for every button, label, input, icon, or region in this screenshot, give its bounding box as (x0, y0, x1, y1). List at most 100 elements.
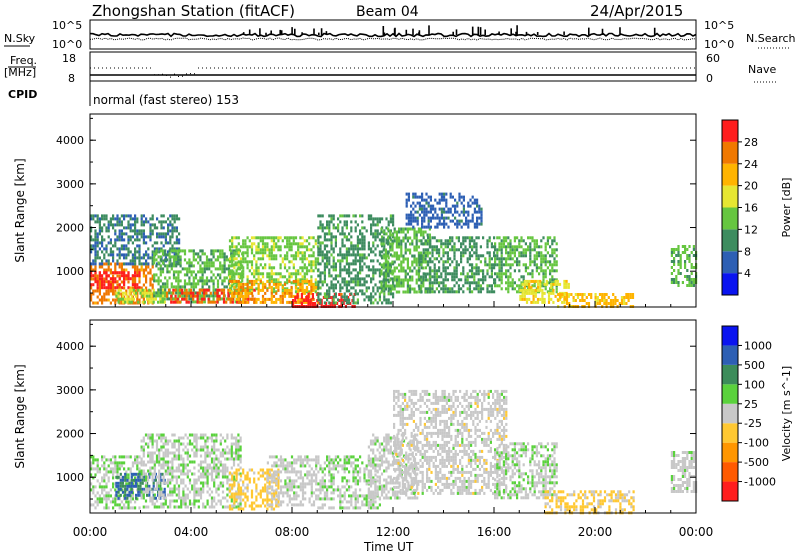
heatmap-cell (424, 251, 427, 255)
heatmap-cell (347, 296, 350, 299)
heatmap-cell (417, 230, 420, 234)
heatmap-cell (345, 253, 348, 257)
nsearch-trace (89, 37, 697, 41)
heatmap-cell (264, 248, 267, 252)
heatmap-cell (216, 291, 219, 295)
heatmap-cell (418, 239, 421, 243)
heatmap-cell (140, 460, 143, 464)
heatmap-cell (352, 253, 355, 257)
heatmap-cell (389, 292, 392, 296)
heatmap-cell (427, 201, 430, 205)
heatmap-cell (231, 254, 234, 258)
heatmap-cell (337, 223, 340, 227)
heatmap-cell (145, 253, 148, 257)
heatmap-cell (208, 279, 211, 283)
heatmap-cell (221, 264, 224, 268)
heatmap-cell (675, 278, 678, 281)
heatmap-cell (182, 493, 185, 497)
heatmap-cell (528, 291, 531, 295)
heatmap-cell (109, 223, 112, 227)
heatmap-cell (314, 290, 317, 294)
heatmap-cell (190, 273, 193, 277)
heatmap-cell (348, 298, 351, 302)
heatmap-cell (359, 289, 362, 293)
heatmap-cell (365, 295, 368, 299)
heatmap-cell (598, 293, 602, 296)
heatmap-cell (199, 445, 203, 449)
heatmap-cell (178, 294, 182, 298)
heatmap-cell (264, 242, 267, 246)
heatmap-cell (212, 264, 215, 268)
heatmap-cell (145, 262, 148, 266)
heatmap-cell (268, 297, 271, 301)
heatmap-cell (210, 478, 214, 482)
heatmap-cell (414, 219, 417, 223)
heatmap-cell (229, 300, 232, 304)
heatmap-cell (92, 217, 95, 221)
heatmap-cell (138, 238, 141, 242)
heatmap-cell (90, 274, 93, 278)
heatmap-cell (546, 242, 549, 246)
heatmap-cell (130, 472, 133, 476)
heatmap-cell (462, 213, 465, 217)
heatmap-cell (330, 253, 333, 257)
heatmap-cell (161, 297, 165, 301)
heatmap-cell (283, 266, 287, 270)
heatmap-cell (464, 239, 467, 243)
heatmap-cell (363, 283, 366, 287)
heatmap-cell (233, 279, 236, 283)
heatmap-cell (277, 278, 280, 282)
heatmap-cell (253, 275, 256, 279)
heatmap-cell (270, 254, 273, 258)
heatmap-cell (231, 297, 234, 301)
heatmap-cell (321, 226, 324, 230)
heatmap-cell (210, 448, 214, 452)
heatmap-cell (391, 272, 394, 276)
heatmap-cell (237, 288, 240, 292)
heatmap-cell (199, 297, 202, 301)
heatmap-cell (413, 257, 416, 261)
heatmap-cell (387, 220, 390, 224)
heatmap-cell (105, 289, 108, 293)
heatmap-cell (138, 461, 141, 465)
heatmap-cell (462, 236, 465, 240)
heatmap-cell (129, 235, 132, 239)
heatmap-cell (502, 272, 505, 276)
heatmap-cell (210, 252, 213, 256)
heatmap-cell (215, 433, 218, 437)
heatmap-cell (279, 281, 282, 285)
heatmap-cell (147, 505, 150, 509)
heatmap-cell (193, 454, 196, 458)
heatmap-cell (203, 270, 206, 274)
heatmap-cell (185, 291, 188, 295)
heatmap-cell (135, 478, 138, 482)
heatmap-cell (221, 267, 224, 271)
heatmap-cell (188, 261, 191, 265)
heatmap-cell (270, 278, 273, 282)
heatmap-cell (196, 300, 199, 304)
heatmap-cell (115, 493, 118, 497)
heatmap-cell (216, 273, 220, 277)
heatmap-cell (435, 287, 438, 291)
heatmap-cell (420, 230, 423, 234)
heatmap-cell (451, 287, 454, 291)
heatmap-cell (237, 248, 240, 252)
heatmap-cell (155, 481, 159, 485)
heatmap-cell (455, 272, 458, 276)
heatmap-cell (199, 267, 202, 271)
heatmap-cell (480, 207, 483, 211)
heatmap-cell (148, 472, 151, 476)
heatmap-cell (242, 272, 245, 276)
heatmap-cell (119, 478, 122, 482)
heatmap-cell (213, 469, 216, 473)
heatmap-cell (257, 257, 260, 261)
heatmap-cell (555, 260, 558, 264)
heatmap-cell (468, 257, 471, 261)
heatmap-cell (423, 219, 426, 223)
heatmap-cell (270, 257, 273, 261)
heatmap-cell (321, 259, 324, 263)
heatmap-cell (172, 276, 176, 280)
heatmap-cell (115, 484, 118, 488)
heatmap-cell (484, 278, 487, 282)
heatmap-cell (507, 290, 510, 294)
